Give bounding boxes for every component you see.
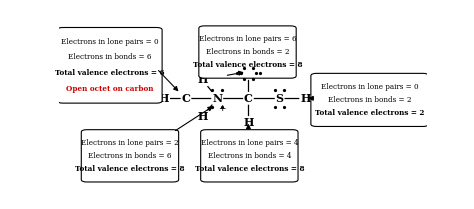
FancyBboxPatch shape: [199, 26, 296, 78]
Text: Electrons in lone pairs = 6: Electrons in lone pairs = 6: [199, 35, 296, 43]
Text: Total valence electrons = 8: Total valence electrons = 8: [195, 165, 304, 173]
Text: C: C: [182, 93, 191, 104]
Text: Total valence electrons = 8: Total valence electrons = 8: [75, 165, 185, 173]
Text: +: +: [218, 104, 225, 113]
Text: C: C: [244, 93, 253, 104]
Text: Total valence electrons = 2: Total valence electrons = 2: [315, 109, 424, 117]
Text: Total valence electrons = 8: Total valence electrons = 8: [193, 61, 302, 69]
Text: Open octet on carbon: Open octet on carbon: [66, 85, 154, 93]
FancyBboxPatch shape: [57, 28, 162, 103]
FancyBboxPatch shape: [311, 73, 428, 126]
Text: Electrons in lone pairs = 0: Electrons in lone pairs = 0: [61, 38, 159, 46]
Text: N: N: [212, 93, 222, 104]
Text: H: H: [300, 93, 310, 104]
Text: H: H: [159, 93, 169, 104]
Text: : F :: : F :: [237, 68, 260, 79]
Text: Electrons in bonds = 6: Electrons in bonds = 6: [88, 152, 172, 160]
Text: Electrons in lone pairs = 0: Electrons in lone pairs = 0: [321, 83, 419, 90]
Text: H: H: [197, 74, 208, 85]
Text: Total valence electrons = 6: Total valence electrons = 6: [55, 69, 164, 77]
Text: H: H: [243, 117, 254, 128]
Text: Electrons in bonds = 2: Electrons in bonds = 2: [328, 96, 411, 104]
Text: Electrons in bonds = 4: Electrons in bonds = 4: [208, 152, 291, 160]
Text: Electrons in lone pairs = 4: Electrons in lone pairs = 4: [201, 139, 298, 147]
FancyBboxPatch shape: [201, 130, 298, 182]
FancyBboxPatch shape: [82, 130, 179, 182]
Text: Electrons in bonds = 2: Electrons in bonds = 2: [206, 48, 289, 56]
Text: H: H: [197, 111, 208, 122]
Text: S: S: [276, 93, 283, 104]
Text: Electrons in bonds = 6: Electrons in bonds = 6: [68, 54, 152, 61]
Text: Electrons in lone pairs = 2: Electrons in lone pairs = 2: [81, 139, 179, 147]
Text: : F :: : F :: [237, 68, 260, 79]
